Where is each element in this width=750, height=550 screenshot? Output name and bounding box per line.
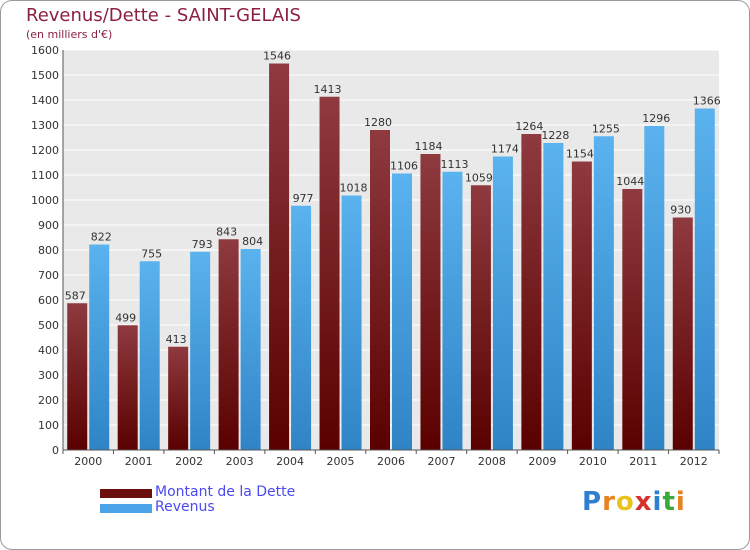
legend-label-debt: Montant de la Dette bbox=[155, 484, 296, 500]
y-tick-label: 1500 bbox=[31, 69, 59, 82]
data-label: 822 bbox=[91, 231, 112, 244]
logo-letter: x bbox=[634, 487, 653, 517]
bar-revenus bbox=[190, 251, 211, 450]
data-label: 755 bbox=[141, 247, 162, 260]
y-tick-label: 1400 bbox=[31, 94, 59, 107]
data-label: 977 bbox=[293, 192, 314, 205]
data-label: 587 bbox=[65, 289, 86, 302]
y-tick-label: 100 bbox=[38, 419, 59, 432]
bar-revenus bbox=[593, 136, 614, 450]
data-label: 1018 bbox=[340, 182, 368, 195]
y-tick-label: 900 bbox=[38, 219, 59, 232]
x-tick-label: 2004 bbox=[276, 455, 304, 468]
chart-title: Revenus/Dette - SAINT-GELAIS bbox=[26, 5, 301, 26]
x-tick-label: 2010 bbox=[579, 455, 607, 468]
data-label: 1546 bbox=[263, 50, 291, 63]
bar-dette bbox=[117, 325, 138, 450]
y-tick-label: 0 bbox=[52, 444, 59, 457]
y-tick-label: 400 bbox=[38, 344, 59, 357]
bar-dette bbox=[622, 189, 643, 450]
y-tick-label: 1600 bbox=[31, 44, 59, 57]
logo-letter: i bbox=[652, 487, 663, 517]
x-tick-label: 2006 bbox=[377, 455, 405, 468]
data-label: 499 bbox=[115, 311, 136, 324]
legend-swatch-debt bbox=[100, 489, 152, 498]
bar-revenus bbox=[543, 143, 564, 450]
y-tick-label: 1300 bbox=[31, 119, 59, 132]
x-tick-label: 2007 bbox=[427, 455, 455, 468]
logo-letter: r bbox=[602, 487, 616, 517]
bar-dette bbox=[420, 154, 441, 450]
data-label: 930 bbox=[670, 204, 691, 217]
y-tick-label: 500 bbox=[38, 319, 59, 332]
x-tick-label: 2000 bbox=[74, 455, 102, 468]
data-label: 1228 bbox=[541, 129, 569, 142]
logo-letter: P bbox=[582, 487, 603, 517]
bar-revenus bbox=[694, 108, 715, 450]
bar-dette bbox=[470, 185, 491, 450]
bar-revenus bbox=[644, 126, 665, 450]
bar-dette bbox=[370, 130, 390, 450]
bar-revenus bbox=[139, 261, 160, 450]
y-tick-label: 300 bbox=[38, 369, 59, 382]
y-tick-label: 200 bbox=[38, 394, 59, 407]
y-tick-label: 1200 bbox=[31, 144, 59, 157]
bar-revenus bbox=[492, 156, 513, 450]
y-tick-label: 600 bbox=[38, 294, 59, 307]
x-tick-label: 2005 bbox=[327, 455, 355, 468]
x-tick-label: 2009 bbox=[528, 455, 556, 468]
data-label: 793 bbox=[192, 238, 213, 251]
proxiti-logo: Proxiti bbox=[582, 487, 686, 517]
bar-dette bbox=[521, 134, 542, 450]
bar-dette bbox=[319, 96, 340, 450]
legend-label-revenus: Revenus bbox=[155, 499, 215, 515]
data-label: 1154 bbox=[566, 148, 594, 161]
bar-dette bbox=[269, 63, 290, 450]
y-tick-label: 700 bbox=[38, 269, 59, 282]
bar-revenus bbox=[341, 195, 362, 450]
x-tick-label: 2012 bbox=[680, 455, 708, 468]
logo-letter: i bbox=[675, 487, 686, 517]
bar-revenus bbox=[442, 171, 463, 450]
bar-dette bbox=[67, 303, 88, 450]
data-label: 1366 bbox=[693, 95, 721, 108]
data-label: 1413 bbox=[314, 83, 342, 96]
data-label: 1280 bbox=[364, 116, 392, 129]
legend-swatch-revenus bbox=[100, 504, 152, 513]
bar-dette bbox=[168, 346, 189, 450]
logo-letter: o bbox=[615, 487, 635, 517]
x-tick-label: 2003 bbox=[226, 455, 254, 468]
x-tick-label: 2001 bbox=[125, 455, 153, 468]
bar-revenus bbox=[392, 173, 412, 450]
bar-dette bbox=[571, 161, 592, 450]
data-label: 1044 bbox=[616, 175, 644, 188]
x-tick-label: 2002 bbox=[175, 455, 203, 468]
chart-subtitle: (en milliers d'€) bbox=[26, 28, 113, 41]
bar-revenus bbox=[291, 205, 312, 450]
logo-letter: t bbox=[662, 487, 676, 517]
x-tick-label: 2008 bbox=[478, 455, 506, 468]
data-label: 1106 bbox=[390, 160, 418, 173]
bar-dette bbox=[218, 239, 239, 450]
data-label: 413 bbox=[166, 333, 187, 346]
data-label: 804 bbox=[242, 235, 263, 248]
y-tick-label: 1100 bbox=[31, 169, 59, 182]
data-label: 1184 bbox=[414, 140, 442, 153]
data-label: 1255 bbox=[592, 122, 620, 135]
data-label: 843 bbox=[216, 225, 237, 238]
y-tick-label: 800 bbox=[38, 244, 59, 257]
data-label: 1174 bbox=[491, 143, 519, 156]
data-label: 1113 bbox=[440, 158, 468, 171]
bar-dette bbox=[672, 217, 693, 450]
bar-revenus bbox=[240, 249, 261, 450]
y-tick-label: 1000 bbox=[31, 194, 59, 207]
bar-revenus bbox=[89, 244, 110, 450]
data-label: 1059 bbox=[465, 171, 493, 184]
data-label: 1264 bbox=[515, 120, 543, 133]
data-label: 1296 bbox=[642, 112, 670, 125]
x-tick-label: 2011 bbox=[629, 455, 657, 468]
